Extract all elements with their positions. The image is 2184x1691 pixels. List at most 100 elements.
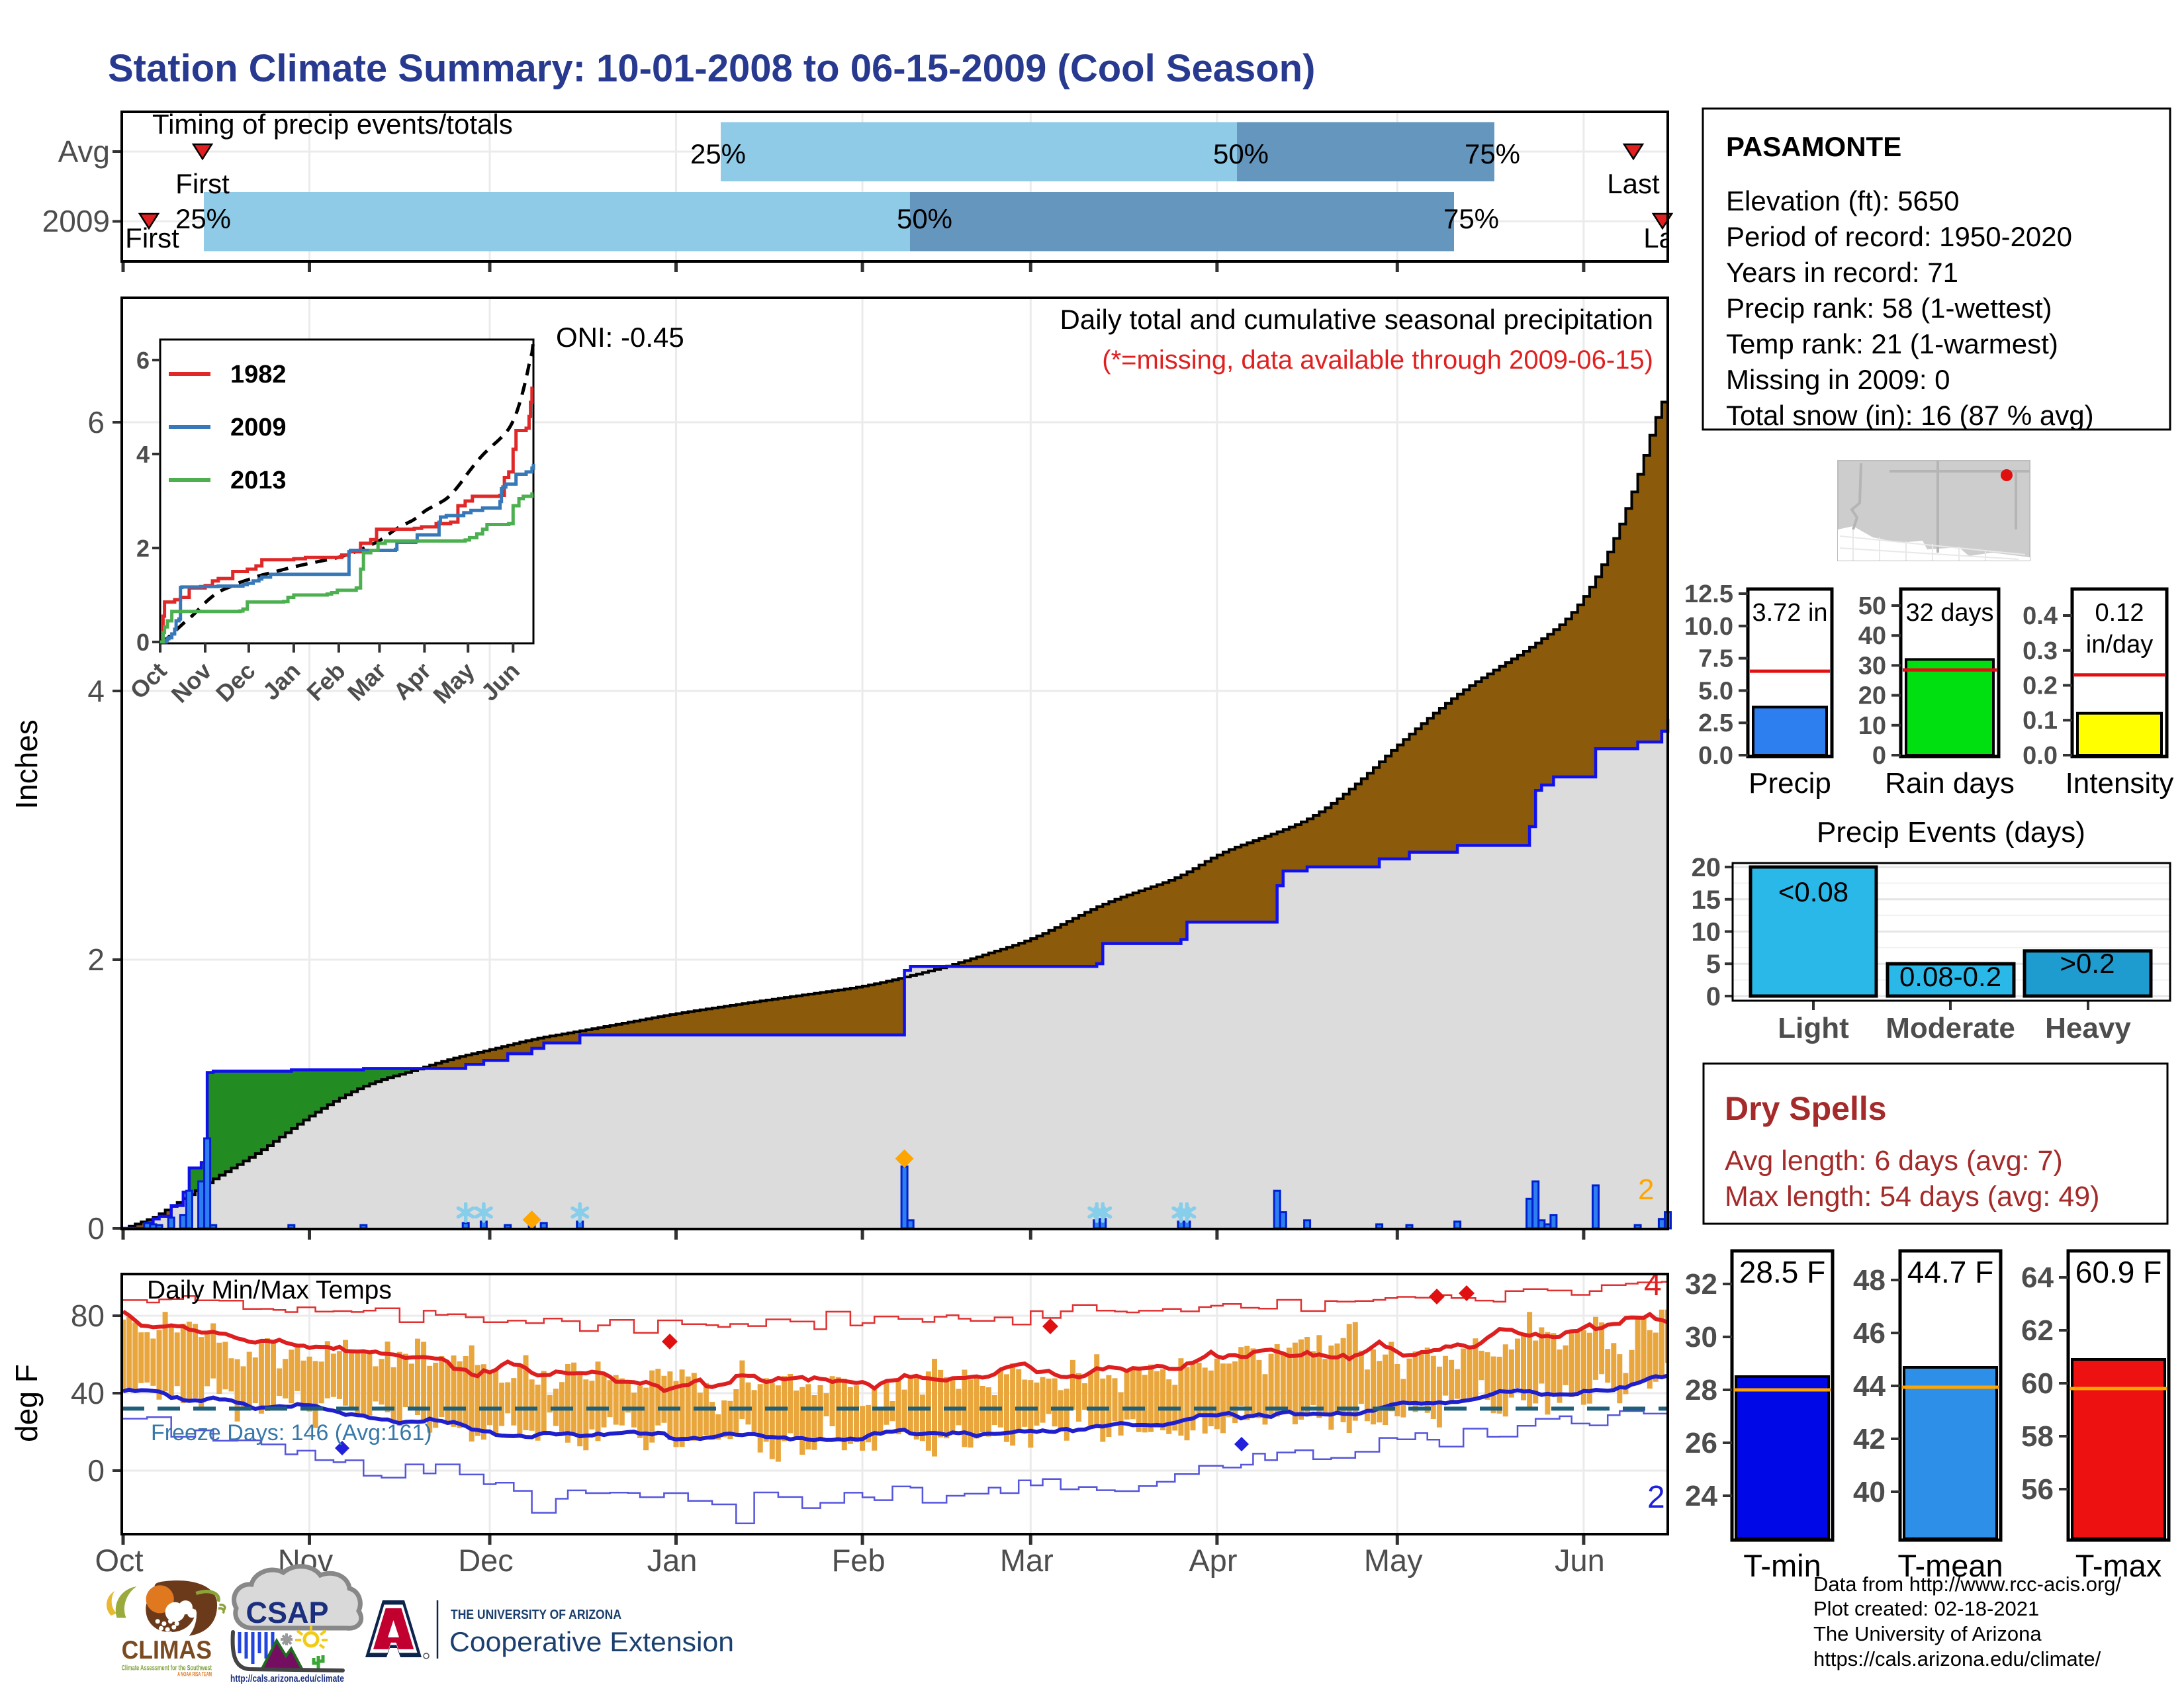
svg-text:Max length: 54 days (avg: 49): Max length: 54 days (avg: 49): [1725, 1181, 2099, 1212]
svg-text:>0.2: >0.2: [2060, 948, 2115, 979]
svg-text:0: 0: [1706, 982, 1721, 1011]
svg-text:THE UNIVERSITY OF ARIZONA: THE UNIVERSITY OF ARIZONA: [451, 1608, 621, 1622]
svg-text:58: 58: [2021, 1420, 2054, 1453]
svg-text:T-min: T-min: [1743, 1548, 1821, 1583]
svg-text:2: 2: [1647, 1480, 1665, 1515]
svg-text:2: 2: [1638, 1173, 1654, 1206]
svg-text:in/day: in/day: [2086, 631, 2153, 659]
svg-text:Feb: Feb: [832, 1543, 886, 1578]
svg-text:62: 62: [2021, 1314, 2054, 1347]
svg-text:https://cals.arizona.edu/clima: https://cals.arizona.edu/climate/: [1813, 1647, 2101, 1670]
svg-text:60: 60: [2021, 1367, 2054, 1400]
svg-text:Cooperative Extension: Cooperative Extension: [449, 1626, 734, 1657]
svg-text:20: 20: [1692, 853, 1721, 882]
svg-text:2013: 2013: [230, 467, 287, 494]
svg-text:Last: Last: [1607, 168, 1660, 199]
svg-text:28: 28: [1685, 1374, 1717, 1406]
svg-text:26: 26: [1685, 1427, 1717, 1459]
svg-text:Heavy: Heavy: [2045, 1012, 2131, 1044]
svg-text:0.4: 0.4: [2023, 602, 2058, 630]
svg-text:2009: 2009: [230, 414, 287, 441]
svg-text:T-max: T-max: [2075, 1548, 2162, 1583]
svg-text:0.12: 0.12: [2095, 599, 2144, 627]
svg-text:4: 4: [87, 674, 105, 708]
svg-text:0: 0: [87, 1211, 105, 1246]
svg-text:2: 2: [87, 942, 105, 977]
svg-text:1982: 1982: [230, 361, 287, 388]
svg-text:Period of record: 1950-2020: Period of record: 1950-2020: [1726, 221, 2072, 252]
svg-text:4: 4: [136, 441, 150, 468]
svg-text:Timing of precip events/totals: Timing of precip events/totals: [152, 109, 513, 140]
svg-text:ONI: -0.45: ONI: -0.45: [556, 322, 684, 353]
svg-text:75%: 75%: [1465, 138, 1520, 169]
svg-text:40: 40: [1858, 622, 1886, 650]
svg-text:May: May: [1364, 1543, 1423, 1578]
svg-text:50%: 50%: [897, 203, 952, 234]
svg-text:Temp rank: 21 (1-warmest): Temp rank: 21 (1-warmest): [1726, 328, 2058, 359]
svg-text:3.72 in: 3.72 in: [1752, 599, 1827, 627]
svg-text:48: 48: [1853, 1264, 1886, 1297]
svg-text:0.0: 0.0: [1698, 742, 1733, 770]
svg-text:40: 40: [71, 1376, 105, 1410]
svg-text:0.1: 0.1: [2023, 707, 2058, 735]
svg-text:0: 0: [1872, 742, 1886, 770]
svg-text:Years in record: 71: Years in record: 71: [1726, 257, 1958, 288]
svg-text:50%: 50%: [1213, 138, 1269, 169]
svg-text:<0.08: <0.08: [1778, 876, 1848, 907]
svg-text:Dec: Dec: [458, 1543, 514, 1578]
svg-text:PASAMONTE: PASAMONTE: [1726, 131, 1901, 162]
svg-text:28.5 F: 28.5 F: [1739, 1255, 1825, 1289]
svg-text:The University of Arizona: The University of Arizona: [1813, 1622, 2042, 1645]
svg-text:deg F: deg F: [9, 1364, 44, 1442]
svg-text:Elevation (ft): 5650: Elevation (ft): 5650: [1726, 185, 1960, 216]
svg-text:25%: 25%: [690, 138, 746, 169]
svg-text:42: 42: [1853, 1423, 1886, 1455]
svg-text:Freeze Days: 146 (Avg:161): Freeze Days: 146 (Avg:161): [151, 1420, 432, 1445]
svg-text:2: 2: [136, 535, 150, 562]
svg-text:75%: 75%: [1443, 203, 1499, 234]
svg-text:30: 30: [1858, 652, 1886, 680]
svg-text:6: 6: [87, 405, 105, 439]
svg-text:46: 46: [1853, 1317, 1886, 1349]
svg-text:5: 5: [1706, 950, 1721, 979]
svg-text:Light: Light: [1778, 1012, 1849, 1044]
svg-text:64: 64: [2021, 1261, 2054, 1294]
svg-text:32 days: 32 days: [1905, 599, 1993, 627]
svg-text:Jan: Jan: [647, 1543, 698, 1578]
svg-text:40: 40: [1853, 1476, 1886, 1508]
svg-text:Avg length: 6 days (avg: 7): Avg length: 6 days (avg: 7): [1725, 1145, 2063, 1177]
svg-text:Intensity: Intensity: [2066, 767, 2174, 800]
svg-text:Oct: Oct: [95, 1543, 143, 1578]
svg-text:Daily total and cumulative sea: Daily total and cumulative seasonal prec…: [1060, 304, 1654, 335]
svg-text:20: 20: [1858, 682, 1886, 710]
svg-text:0.2: 0.2: [2023, 672, 2058, 700]
svg-text:Rain days: Rain days: [1885, 767, 2015, 800]
svg-text:2009: 2009: [42, 204, 110, 238]
svg-text:60.9 F: 60.9 F: [2075, 1255, 2161, 1289]
svg-text:Mar: Mar: [1000, 1543, 1054, 1578]
svg-text:Last: Last: [1643, 222, 1696, 253]
svg-text:Climate Assessment for the Sou: Climate Assessment for the Southwest: [122, 1665, 212, 1672]
svg-text:10.0: 10.0: [1684, 613, 1733, 641]
svg-text:12.5: 12.5: [1684, 580, 1733, 608]
svg-text:32: 32: [1685, 1268, 1717, 1301]
svg-text:Inches: Inches: [9, 719, 44, 809]
svg-text:Missing in 2009: 0: Missing in 2009: 0: [1726, 364, 1950, 395]
svg-text:44.7 F: 44.7 F: [1907, 1255, 1993, 1289]
svg-text:10: 10: [1858, 712, 1886, 740]
svg-text:(*=missing, data available thr: (*=missing, data available through 2009-…: [1102, 345, 1653, 375]
svg-text:First: First: [175, 168, 230, 199]
svg-text:56: 56: [2021, 1473, 2054, 1506]
svg-text:25%: 25%: [175, 203, 231, 234]
svg-text:44: 44: [1853, 1370, 1886, 1402]
svg-text:30: 30: [1685, 1321, 1717, 1353]
svg-text:2.5: 2.5: [1698, 709, 1733, 737]
svg-text:Daily Min/Max Temps: Daily Min/Max Temps: [147, 1276, 392, 1304]
svg-text:50: 50: [1858, 592, 1886, 620]
svg-text:Precip: Precip: [1749, 767, 1831, 800]
svg-text:7.5: 7.5: [1698, 645, 1733, 673]
svg-text:0: 0: [87, 1453, 105, 1488]
svg-text:CLIMAS: CLIMAS: [122, 1636, 212, 1665]
svg-text:http://cals.arizona.edu/climat: http://cals.arizona.edu/climate: [230, 1673, 344, 1684]
svg-text:Precip rank: 58 (1-wettest): Precip rank: 58 (1-wettest): [1726, 293, 2052, 324]
